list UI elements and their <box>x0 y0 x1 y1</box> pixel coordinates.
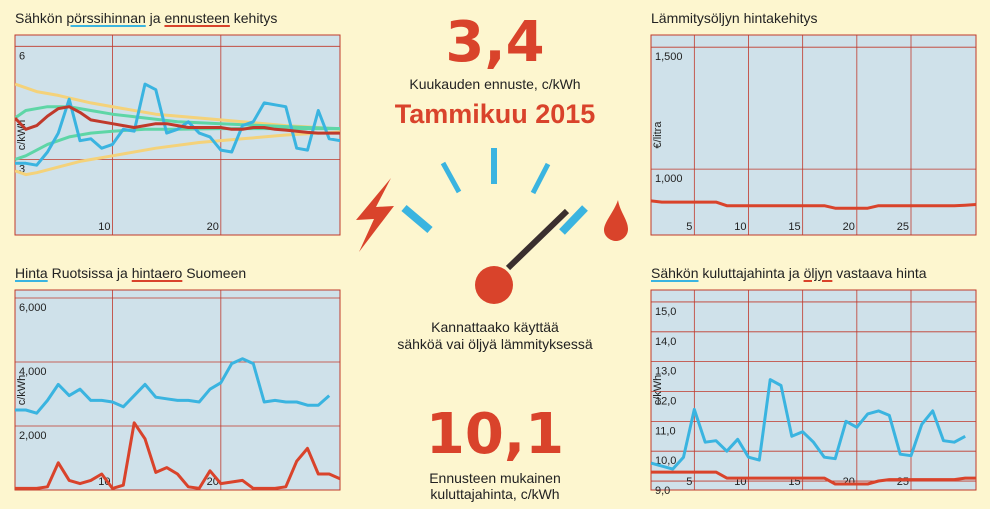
title-part: Lämmitysöljyn hintakehitys <box>651 10 818 26</box>
y-tick-label: 4,000 <box>19 366 47 378</box>
question-line: sähköä vai öljyä lämmityksessä <box>397 336 593 352</box>
plot-area <box>650 289 977 491</box>
series-group <box>651 199 976 210</box>
y-axis-label: c/kWh <box>652 375 664 406</box>
y-tick-label: 15,0 <box>655 306 676 318</box>
gauge-tick <box>401 204 433 234</box>
title-part: ja <box>145 10 165 26</box>
x-tick-label: 15 <box>788 221 800 233</box>
lightning-icon <box>356 178 394 252</box>
series-line <box>15 105 340 131</box>
question-line: Kannattaako käyttää <box>431 319 559 335</box>
y-tick-label: 2,000 <box>19 430 47 442</box>
title-part-oil: öljyn <box>803 265 833 281</box>
series-line <box>651 378 966 471</box>
y-tick-label: 1,500 <box>655 51 683 63</box>
forecast-label: Kuukauden ennuste, c/kWh <box>409 76 581 92</box>
title-part-difference: hintaero <box>131 265 183 281</box>
title-part-forecast: ennusteen <box>164 10 230 26</box>
y-tick-label: 11,0 <box>655 425 676 437</box>
x-tick-label: 10 <box>98 221 110 233</box>
gauge-hub <box>475 266 513 304</box>
chart-title-oil: Lämmitysöljyn hintakehitys <box>651 10 818 26</box>
series-line <box>15 130 340 177</box>
question-text: Kannattaako käyttää sähköä vai öljyä läm… <box>345 319 645 353</box>
plot-area <box>14 289 341 491</box>
y-axis-label: €/litra <box>652 121 664 149</box>
gauge-needle <box>505 208 570 271</box>
y-axis-label: c/kWh <box>16 375 28 406</box>
series-group <box>15 82 340 177</box>
x-tick-label: 20 <box>207 221 219 233</box>
series-line <box>651 199 976 210</box>
x-tick-label: 10 <box>734 221 746 233</box>
x-tick-label: 5 <box>686 221 692 233</box>
title-part: Suomeen <box>182 265 247 281</box>
title-part: kehitys <box>229 10 278 26</box>
gauge-tick <box>440 161 462 194</box>
x-tick-label: 20 <box>843 221 855 233</box>
break-even-line: kuluttajahinta, c/kWh <box>430 486 560 502</box>
chart-title-consumer: Sähkön kuluttajahinta ja öljyn vastaava … <box>651 265 927 281</box>
series-line <box>651 470 976 486</box>
month-title: Tammikuu 2015 <box>394 99 596 129</box>
y-tick-label: 12,0 <box>655 395 676 407</box>
title-part: kuluttajahinta ja <box>698 265 804 281</box>
break-even-label: Ennusteen mukainen kuluttajahinta, c/kWh <box>345 470 645 502</box>
y-tick-label: 6,000 <box>19 302 47 314</box>
forecast-value: 3,4 <box>445 10 545 75</box>
y-tick-label: 3 <box>19 164 25 176</box>
y-tick-label: 6 <box>19 50 25 62</box>
x-tick-label: 5 <box>686 476 692 488</box>
y-tick-label: 9,0 <box>655 485 670 497</box>
series-line <box>15 357 331 415</box>
title-part: Ruotsissa ja <box>47 265 132 281</box>
gauge-tick <box>530 162 551 195</box>
oil-drop-icon <box>604 200 628 241</box>
break-even-line: Ennusteen mukainen <box>429 470 561 486</box>
title-part-price: Hinta <box>15 265 48 281</box>
gauge-ticks <box>401 148 588 235</box>
chart-title-sweden: Hinta Ruotsissa ja hintaero Suomeen <box>15 265 246 281</box>
break-even-value: 10,1 <box>425 402 565 467</box>
title-part: Sähkön <box>15 10 67 26</box>
series-line <box>15 421 340 490</box>
title-part: vastaava hinta <box>832 265 927 281</box>
series-group <box>15 357 340 490</box>
series-group <box>651 378 976 486</box>
x-tick-label: 10 <box>98 476 110 488</box>
title-part-electricity: Sähkön <box>651 265 699 281</box>
series-line <box>15 105 340 135</box>
y-tick-label: 1,000 <box>655 173 683 185</box>
y-tick-label: 13,0 <box>655 366 676 378</box>
gauge-tick <box>559 205 588 235</box>
chart-title-spot-price: Sähkön pörssihinnan ja ennusteen kehitys <box>15 10 277 26</box>
title-part-spot: pörssihinnan <box>66 10 146 26</box>
y-tick-label: 14,0 <box>655 336 676 348</box>
x-tick-label: 25 <box>897 221 909 233</box>
